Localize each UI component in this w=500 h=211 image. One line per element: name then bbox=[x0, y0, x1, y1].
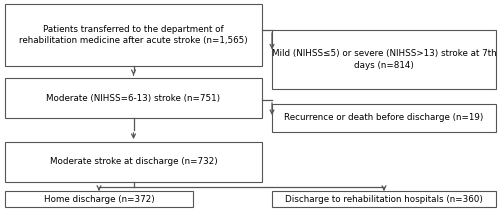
Text: Mild (NIHSS≤5) or severe (NIHSS>13) stroke at 7th
days (n=814): Mild (NIHSS≤5) or severe (NIHSS>13) stro… bbox=[272, 49, 496, 70]
Text: Recurrence or death before discharge (n=19): Recurrence or death before discharge (n=… bbox=[284, 114, 484, 123]
Bar bbox=[5, 191, 193, 207]
Text: Moderate stroke at discharge (n=732): Moderate stroke at discharge (n=732) bbox=[50, 157, 217, 166]
Bar bbox=[272, 191, 496, 207]
Bar bbox=[5, 142, 262, 182]
Text: Discharge to rehabilitation hospitals (n=360): Discharge to rehabilitation hospitals (n… bbox=[285, 195, 483, 203]
Text: Home discharge (n=372): Home discharge (n=372) bbox=[44, 195, 154, 203]
Text: Moderate (NIHSS=6-13) stroke (n=751): Moderate (NIHSS=6-13) stroke (n=751) bbox=[46, 93, 220, 103]
Text: Patients transferred to the department of
rehabilitation medicine after acute st: Patients transferred to the department o… bbox=[19, 25, 248, 45]
Bar bbox=[272, 104, 496, 132]
Bar bbox=[5, 78, 262, 118]
Bar bbox=[272, 30, 496, 89]
Bar bbox=[5, 4, 262, 66]
